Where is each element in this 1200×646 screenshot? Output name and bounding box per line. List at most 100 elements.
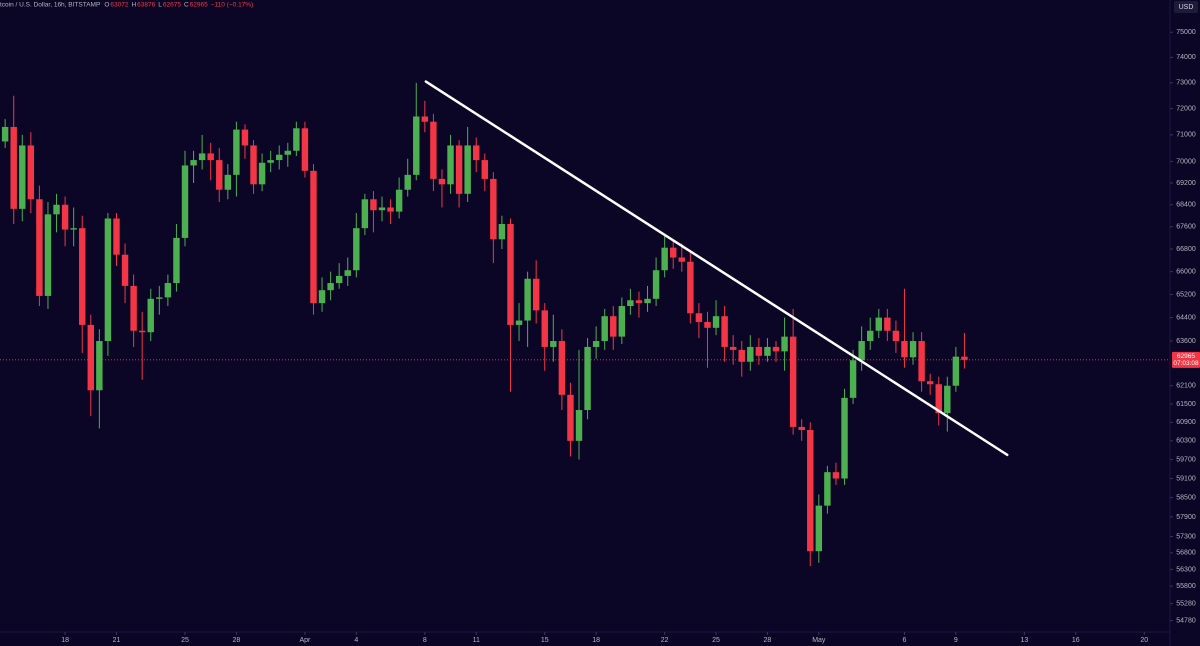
candle-body [721,316,728,347]
candle-body [455,145,463,194]
candle-body [781,336,788,352]
candle-body [44,214,52,296]
candle-body [824,472,831,506]
candle-body [601,316,608,342]
ohlc-key: L [158,2,162,9]
candle-body [327,283,334,291]
ohlc-key: H [131,2,136,9]
last-price-label: 62965 [1177,353,1195,360]
y-tick-label: 71000 [1176,132,1196,139]
y-tick-label: 69200 [1176,180,1196,187]
candle-body [481,160,488,179]
x-tick-label: 21 [113,637,121,644]
candle-body [233,129,240,175]
candle-body [772,346,780,352]
y-tick-label: 73000 [1176,80,1196,87]
candle-body [558,341,566,395]
candle-body [815,505,823,552]
candle-body [764,346,771,356]
candle-body [807,429,814,552]
y-tick-label: 59100 [1176,475,1196,482]
candle-body [198,153,206,161]
candle-body [610,316,617,337]
y-tick-label: 57900 [1176,514,1196,521]
candle-body [687,261,694,314]
y-tick-label: 58500 [1176,494,1196,501]
candle-body [447,145,454,185]
candle-body [909,341,917,358]
candle-body [138,330,146,333]
x-tick-label: 25 [712,637,720,644]
candle-body [841,397,848,479]
candle-body [935,384,942,414]
candle-body [113,218,120,255]
y-tick-label: 64400 [1176,314,1196,321]
candle-body [550,341,557,347]
y-tick-label: 55800 [1176,583,1196,590]
candle-body [567,394,574,441]
candle-body [61,204,69,230]
candle-body [926,381,934,385]
candle-body [944,385,951,414]
candle-body [36,199,43,296]
currency-label: USD [1179,4,1194,11]
x-tick-label: 9 [954,637,958,644]
candle-body [961,356,968,360]
candle-body [335,275,343,284]
y-tick-label: 66800 [1176,246,1196,253]
x-tick-label: 18 [592,637,600,644]
x-tick-label: May [812,637,826,644]
candle-body [704,321,711,328]
y-tick-label: 66000 [1176,268,1196,275]
y-tick-label: 68400 [1176,202,1196,209]
candle-body [104,218,112,342]
candle-body [70,228,77,230]
candle-body [524,278,531,321]
candle-body [378,207,386,211]
ohlc-value: 63876 [137,2,155,9]
y-tick-label: 62100 [1176,383,1196,390]
candle-body [678,257,685,262]
candle-body [387,207,394,212]
candle-body [858,341,865,361]
candle-body [27,145,35,200]
ohlc-value: 62675 [163,2,181,9]
candle-body [652,270,660,299]
ohlc-value: 62965 [190,2,208,9]
y-tick-label: 55280 [1176,601,1196,608]
candle-body [635,300,643,304]
candle-body [884,317,891,331]
x-tick-label: 13 [1020,637,1028,644]
candle-body [1,126,9,142]
x-tick-label: 28 [232,637,240,644]
candle-body [430,121,437,179]
candle-body [121,254,129,286]
candle-body [747,346,754,362]
candle-body [670,247,677,258]
candle-body [849,360,857,398]
candle-body [404,174,411,190]
candle-body [241,129,249,146]
x-tick-label: 16 [1072,637,1080,644]
candle-body [190,160,197,166]
y-tick-label: 60300 [1176,438,1196,445]
candle-body [293,128,300,151]
x-tick-label: 18 [61,637,69,644]
candle-body [575,410,583,441]
y-tick-label: 59700 [1176,456,1196,463]
candle-body [832,472,840,479]
y-tick-label: 54780 [1176,618,1196,625]
x-tick-label: 6 [903,637,907,644]
candle-body [498,224,506,240]
candle-body [729,346,737,350]
candle-body [130,285,137,331]
candle-body [19,145,26,209]
candle-body [267,160,274,163]
x-tick-label: Apr [299,637,311,644]
x-tick-label: 28 [764,637,772,644]
candle-body [96,341,103,391]
x-tick-label: 25 [181,637,189,644]
y-tick-label: 75000 [1176,29,1196,36]
